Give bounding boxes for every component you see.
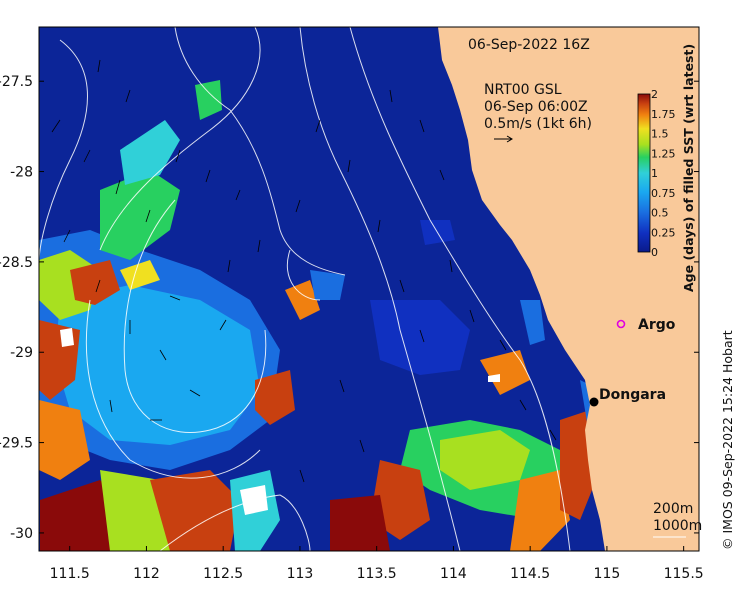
y-tick-label: -28.5: [0, 255, 33, 271]
dongara-marker: [589, 397, 599, 407]
plot-frame: [38, 26, 700, 552]
colorbar-tick-label: 1.25: [651, 147, 676, 160]
timestamp-label: 06-Sep-2022 16Z: [468, 37, 590, 53]
colorbar-tick-label: 2: [651, 88, 658, 101]
y-tick-label: -28: [10, 165, 33, 181]
x-tick-label: 111.5: [50, 566, 90, 582]
y-tick-label: -29.5: [0, 436, 33, 452]
colorbar-tick-label: 1.75: [651, 108, 676, 121]
x-axis: 111.5 112 112.5 113 113.5 114 114.5 115 115.5: [50, 546, 704, 582]
current-source-line1: NRT00 GSL: [484, 82, 562, 98]
colorbar-ticks: 2 1.75 1.5 1.25 1 0.75 0.5 0.25 0: [651, 88, 676, 259]
vector-scale-label: 0.5m/s (1kt 6h): [484, 116, 592, 132]
colorbar-tick-label: 0.5: [651, 207, 669, 220]
argo-marker: [616, 319, 626, 329]
colorbar-gradient: [637, 93, 651, 253]
y-tick-label: -30: [10, 526, 33, 542]
y-tick-label: -27.5: [0, 74, 33, 90]
colorbar-tick-label: 0.25: [651, 226, 676, 239]
x-tick-label: 112: [133, 566, 160, 582]
bathymetry-contours: [39, 27, 571, 551]
colorbar: 2 1.75 1.5 1.25 1 0.75 0.5 0.25 0 Age (days) of …: [637, 44, 696, 292]
y-axis: -27.5 -28 -28.5 -29 -29.5 -30: [0, 74, 699, 542]
contour-legend-200m: 200m: [653, 501, 693, 517]
vector-scale-arrow: [494, 135, 513, 143]
x-tick-label: 114.5: [510, 566, 550, 582]
land-mass: [438, 27, 699, 551]
dongara-label: Dongara: [599, 387, 666, 403]
x-tick-label: 113: [287, 566, 314, 582]
colorbar-title: Age (days) of filled SST (wrt latest): [681, 44, 696, 292]
colorbar-tick-label: 1: [651, 167, 658, 180]
x-tick-label: 112.5: [203, 566, 243, 582]
x-tick-label: 113.5: [357, 566, 397, 582]
x-tick-label: 115: [594, 566, 621, 582]
map-plot-area: [39, 27, 699, 551]
contour-legend-1000m: 1000m: [653, 518, 702, 534]
sst-age-patches: [39, 80, 605, 551]
x-tick-label: 114: [440, 566, 467, 582]
colorbar-tick-label: 1.5: [651, 128, 669, 141]
x-tick-label: 115.5: [664, 566, 704, 582]
y-tick-label: -29: [10, 345, 33, 361]
argo-label: Argo: [638, 317, 676, 333]
current-source-line2: 06-Sep 06:00Z: [484, 99, 588, 115]
colorbar-tick-label: 0: [651, 246, 658, 259]
credit-text: © IMOS 09-Sep-2022 15:24 Hobart: [720, 330, 735, 550]
colorbar-tick-label: 0.75: [651, 187, 676, 200]
current-vectors: [51, 59, 557, 483]
